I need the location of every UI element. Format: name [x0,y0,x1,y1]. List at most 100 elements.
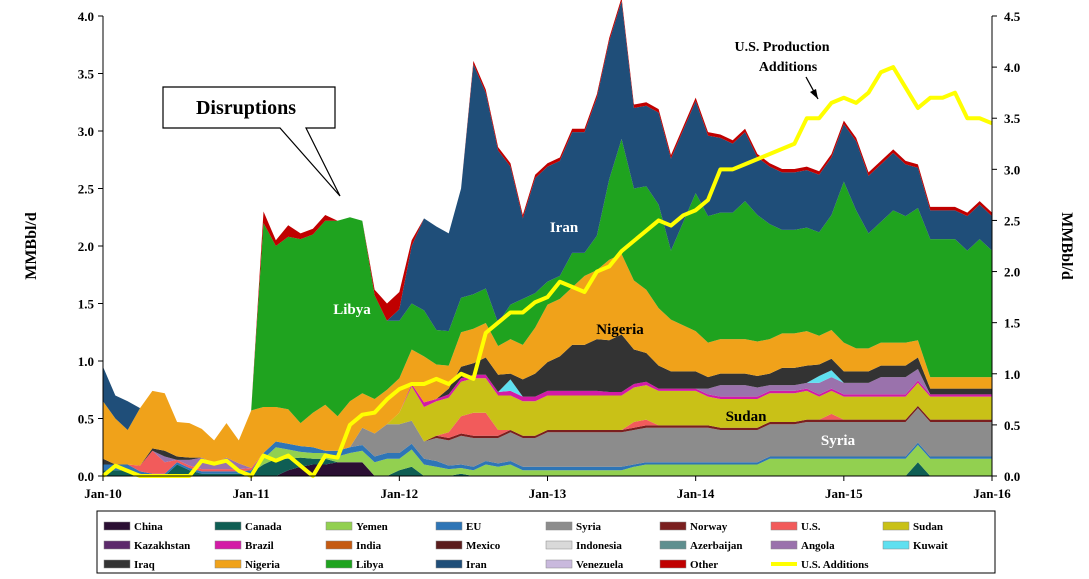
y-left-tick-label: 1.5 [78,297,95,312]
area-label-syria: Syria [821,433,856,449]
legend-label-venezuela: Venezuela [576,559,624,571]
area-angola [103,369,992,470]
us-production-label-line1: U.S. Production [734,40,829,55]
y-left-tick-label: 2.5 [78,182,95,197]
legend-label-libya: Libya [356,559,384,571]
legend-swatch-other [659,559,687,569]
legend-label-eu: EU [466,521,481,533]
legend-label-brazil: Brazil [245,540,274,552]
y-right-tick-label: 1.0 [1004,367,1020,382]
y-left-tick-label: 0.5 [78,412,95,427]
y-left-tick-label: 1.0 [78,354,94,369]
legend-swatch-sudan [882,521,910,531]
y-right-tick-label: 2.5 [1004,213,1021,228]
x-tick-label: Jan-14 [677,486,715,501]
area-label-libya: Libya [333,302,371,318]
legend-label-india: India [356,540,382,552]
legend-swatch-canada [214,521,242,531]
legend-label-sudan: Sudan [913,521,943,533]
legend-label-yemen: Yemen [356,521,388,533]
legend-label-norway: Norway [690,521,728,533]
legend-swatch-mexico [435,540,463,550]
legend-label-syria: Syria [576,521,602,533]
area-u-s [103,405,992,474]
legend-swatch-nigeria [214,559,242,569]
legend-swatch-syria [545,521,573,531]
legend-label-u-s: U.S. [801,521,821,533]
legend-label-iran: Iran [466,559,487,571]
legend-swatch-norway [659,521,687,531]
x-tick-label: Jan-13 [529,486,567,501]
area-sudan [103,378,992,470]
area-norway [103,405,992,474]
legend-swatch-libya [325,559,353,569]
legend-label-china: China [134,521,163,533]
y-left-tick-label: 2.0 [78,239,94,254]
legend-label-mexico: Mexico [466,540,501,552]
legend: China Canada Yemen EU Syria Norway U.S. Sudan Ka… [96,510,996,574]
area-label-sudan: Sudan [726,409,768,425]
area-canada [103,457,992,476]
y-right-tick-label: 3.0 [1004,162,1020,177]
x-tick-label: Jan-12 [381,486,419,501]
legend-swatch-china [103,521,131,531]
area-syria [103,408,992,474]
legend-swatch-kuwait [882,540,910,550]
legend-swatch-brazil [214,540,242,550]
legend-swatch-yemen [325,521,353,531]
y-left-tick-label: 0.0 [78,469,94,484]
x-tick-label: Jan-10 [84,486,122,501]
area-label-iran: Iran [550,220,579,236]
x-tick-label: Jan-15 [825,486,863,501]
legend-label-azerbaijan: Azerbaijan [690,540,743,552]
y-right-tick-label: 0.0 [1004,469,1020,484]
x-tick-label: Jan-16 [973,486,1011,501]
y-axis-left-title: MMBbl/d [23,212,40,280]
y-left-tick-label: 3.5 [78,67,95,82]
y-right-tick-label: 3.5 [1004,111,1021,126]
y-axis-right-title: MMBbl/d [1058,212,1075,280]
axes: 0.0 0.5 1.0 1.5 2.0 2.5 3.0 3.5 4.0 0.0 0.5 1.0 1.5 2… [23,9,1075,501]
legend-label-nigeria: Nigeria [245,559,280,571]
disruptions-callout-text: Disruptions [196,97,296,119]
area-yemen [103,444,992,476]
legend-label-other: Other [690,559,718,571]
legend-label-u-s-additions: U.S. Additions [801,559,869,571]
stacked-areas [103,0,992,476]
area-brazil [103,374,992,470]
legend-swatch-angola [770,540,798,550]
legend-label-iraq: Iraq [134,559,156,571]
legend-label-indonesia: Indonesia [576,540,622,552]
legend-swatch-india [325,540,353,550]
y-right-tick-label: 4.0 [1004,60,1020,75]
y-right-tick-label: 4.5 [1004,9,1021,24]
annotations: Disruptions U.S. Production Additions Li… [162,40,856,449]
us-production-label-line2: Additions [759,60,818,75]
legend-swatch-kazakhstan [103,540,131,550]
area-eu [103,441,992,476]
disruptions-callout-box [162,86,341,197]
legend-swatch-venezuela [545,559,573,569]
legend-label-angola: Angola [801,540,835,552]
us-production-arrowhead [810,89,818,99]
y-left-tick-label: 4.0 [78,9,94,24]
y-right-tick-label: 0.5 [1004,418,1021,433]
y-right-tick-label: 1.5 [1004,316,1021,331]
legend-label-kazakhstan: Kazakhstan [134,540,190,552]
legend-swatch-indonesia [545,540,573,550]
area-iran [103,1,992,441]
legend-swatch-u-s [770,521,798,531]
legend-label-kuwait: Kuwait [913,540,948,552]
legend-swatch-iran [435,559,463,569]
y-left-tick-label: 3.0 [78,124,94,139]
area-libya [103,139,992,441]
area-china [103,462,992,476]
y-right-tick-label: 2.0 [1004,265,1020,280]
x-tick-label: Jan-11 [233,486,270,501]
area-label-nigeria: Nigeria [596,322,644,338]
area-nigeria [103,254,992,468]
legend-swatch-eu [435,521,463,531]
legend-swatch-azerbaijan [659,540,687,550]
legend-swatch-iraq [103,559,131,569]
